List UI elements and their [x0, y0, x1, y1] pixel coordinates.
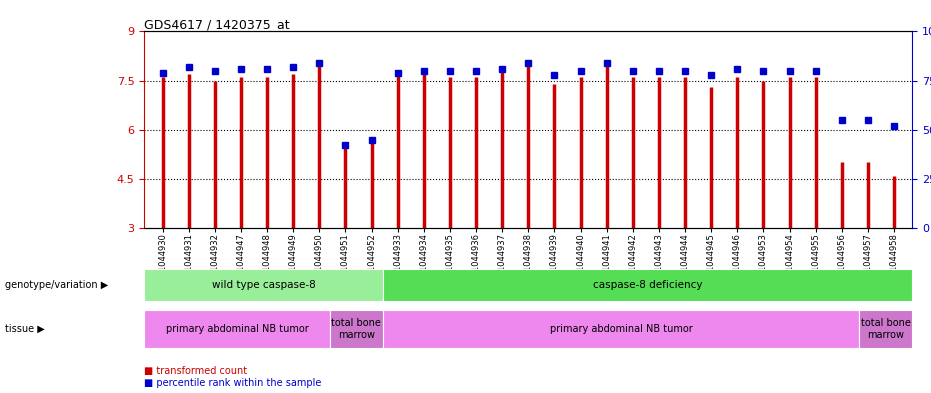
Text: caspase-8 deficiency: caspase-8 deficiency: [593, 280, 702, 290]
Text: GDS4617 / 1420375_at: GDS4617 / 1420375_at: [144, 18, 290, 31]
Text: primary abdominal NB tumor: primary abdominal NB tumor: [166, 324, 308, 334]
Text: primary abdominal NB tumor: primary abdominal NB tumor: [549, 324, 693, 334]
Text: ■ percentile rank within the sample: ■ percentile rank within the sample: [144, 378, 322, 388]
Text: wild type caspase-8: wild type caspase-8: [211, 280, 316, 290]
Text: tissue ▶: tissue ▶: [5, 324, 45, 334]
Text: total bone
marrow: total bone marrow: [331, 318, 381, 340]
Text: genotype/variation ▶: genotype/variation ▶: [5, 280, 108, 290]
Text: ■ transformed count: ■ transformed count: [144, 365, 248, 376]
Text: total bone
marrow: total bone marrow: [861, 318, 911, 340]
